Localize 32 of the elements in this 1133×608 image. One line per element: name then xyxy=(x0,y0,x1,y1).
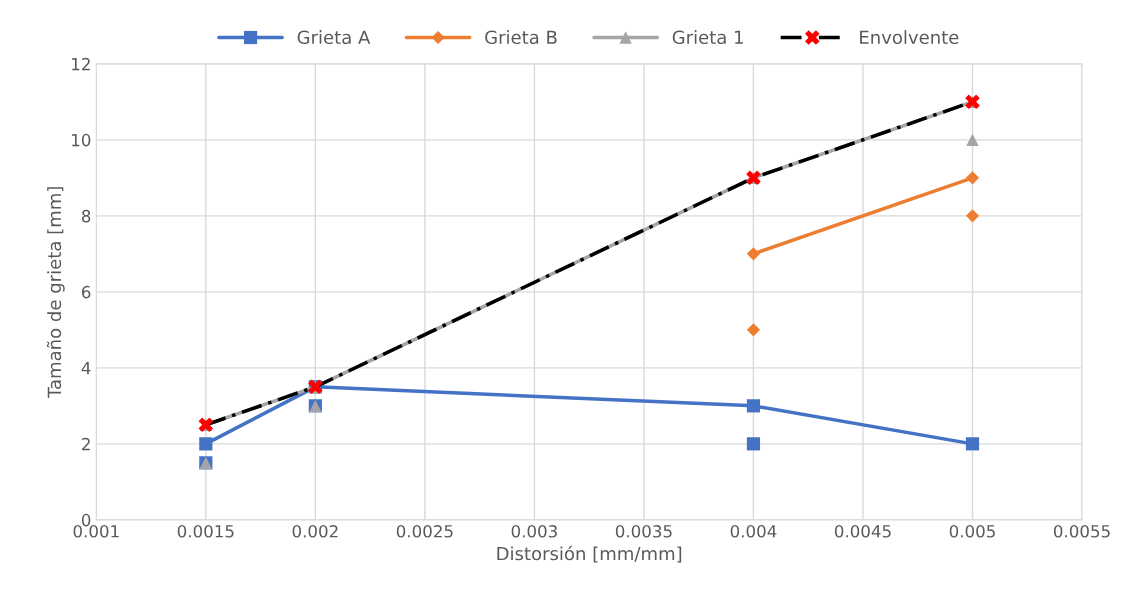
x-tick-label: 0.0015 xyxy=(177,525,234,538)
x-tick-label: 0.001 xyxy=(73,525,119,538)
point xyxy=(965,209,980,223)
y-axis-title: Tamaño de grieta [mm] xyxy=(46,187,65,399)
x-tick-label: 0.0025 xyxy=(396,525,453,538)
point xyxy=(966,133,979,147)
x-tick-label: 0.002 xyxy=(292,525,338,538)
point xyxy=(965,171,980,185)
point xyxy=(746,437,761,451)
y-tick-label: 8 xyxy=(81,209,91,223)
legend-label: Envolvente xyxy=(860,30,959,45)
y-tick-label: 4 xyxy=(81,362,91,375)
legend-label: Grieta B xyxy=(485,30,557,45)
x-tick-label: 0.0055 xyxy=(1053,525,1110,538)
y-tick-label: 6 xyxy=(82,285,91,299)
point xyxy=(965,437,980,451)
y-tick-label: 2 xyxy=(82,437,90,451)
x-tick-label: 0.003 xyxy=(511,525,557,538)
point xyxy=(746,247,761,261)
x-tick-label: 0.0035 xyxy=(615,525,672,538)
x-tick-label: 0.0045 xyxy=(834,525,891,538)
x-tick-label: 0.004 xyxy=(730,525,777,538)
point xyxy=(199,437,213,451)
legend-label: Grieta A xyxy=(297,30,371,45)
y-tick-label: 12 xyxy=(72,57,90,71)
y-tick-label: 0 xyxy=(81,513,91,527)
x-tick-label: 0.005 xyxy=(949,525,995,538)
point xyxy=(746,323,761,337)
point xyxy=(746,399,761,413)
legend-label: Grieta 1 xyxy=(672,30,743,45)
x-axis-title: Distorsión [mm/mm] xyxy=(497,545,682,563)
y-tick-label: 10 xyxy=(72,133,91,147)
